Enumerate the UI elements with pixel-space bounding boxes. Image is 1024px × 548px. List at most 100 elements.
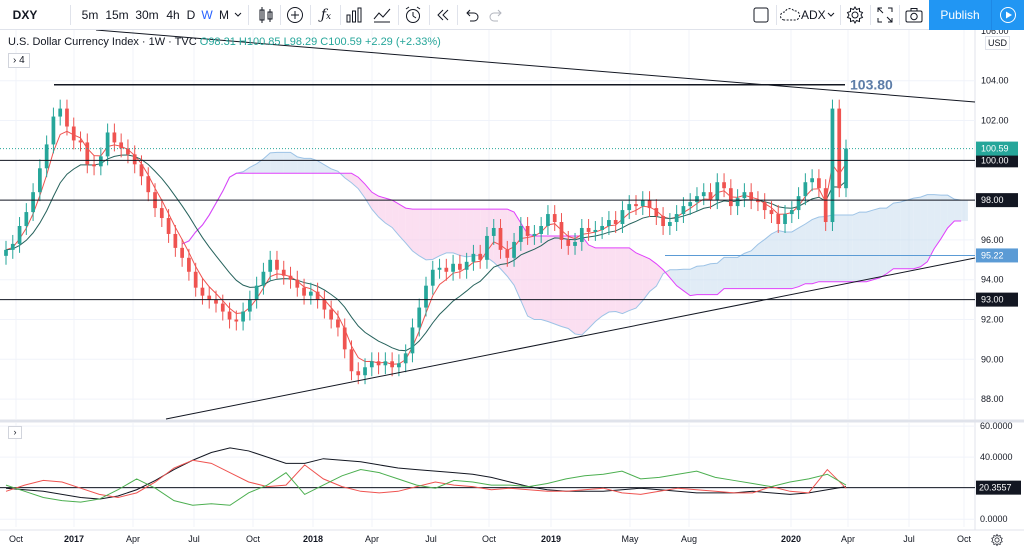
cloud-segment	[405, 208, 413, 251]
indicators-toggle[interactable]: › 4	[8, 53, 30, 68]
candle-body	[376, 361, 381, 366]
cloud-segment	[778, 230, 786, 289]
candle-body	[410, 327, 415, 354]
redo-icon[interactable]	[487, 5, 507, 25]
candle-body	[248, 299, 252, 312]
cloud-segment	[608, 247, 616, 313]
cloud-segment	[886, 203, 894, 274]
candle-body	[10, 243, 15, 250]
toolbar-divider	[840, 5, 841, 25]
plot-background	[0, 30, 975, 547]
adx-series-line	[5, 447, 847, 500]
cloud-segment	[249, 163, 257, 174]
candle-body	[71, 126, 76, 141]
time-tick-label: May	[621, 534, 639, 544]
candle-body	[735, 198, 740, 207]
toolbar-divider	[776, 5, 777, 25]
layout-icon[interactable]	[751, 5, 771, 25]
cloud-icon[interactable]	[779, 5, 801, 25]
interval-30m-button[interactable]: 30m	[135, 8, 159, 22]
resistance-trendline	[95, 30, 976, 103]
chevron-down-icon[interactable]	[825, 5, 837, 25]
legend-open-label: O	[199, 36, 209, 48]
candle-body	[281, 269, 286, 276]
candle-body	[586, 227, 591, 232]
candle-body	[593, 229, 598, 232]
candle-body	[539, 225, 544, 234]
cloud-segment	[649, 258, 657, 292]
interval-W-button[interactable]: W	[201, 8, 213, 22]
cloud-segment	[554, 235, 562, 327]
toolbar-divider	[429, 5, 430, 25]
compare-symbol-label[interactable]: ADX	[801, 8, 826, 22]
chevron-down-icon[interactable]	[232, 5, 244, 25]
replay-icon[interactable]	[433, 5, 453, 25]
candle-body	[491, 227, 496, 236]
cloud-segment	[398, 204, 406, 243]
candle-body	[51, 116, 56, 145]
cloud-segment	[615, 247, 623, 314]
candle-body	[458, 263, 462, 270]
bar-template-icon[interactable]	[344, 5, 364, 25]
camera-icon[interactable]	[904, 5, 924, 25]
settings-icon[interactable]	[845, 5, 865, 25]
currency-label[interactable]: USD	[985, 36, 1011, 50]
candle-body	[708, 192, 713, 201]
interval-5m-button[interactable]: 5m	[81, 8, 99, 22]
interval-4h-button[interactable]: 4h	[166, 8, 180, 22]
settings-icon[interactable]	[990, 533, 1004, 547]
candle-body	[187, 257, 191, 272]
candle-body	[173, 233, 178, 248]
candle-body	[796, 196, 801, 211]
chart-area[interactable]: Oct 2017 Apr Jul Oct 2018 Apr Jul Oct 2019 May Aug 2…	[0, 30, 1024, 548]
legend-high-label: H	[238, 36, 247, 48]
candle-body	[661, 216, 665, 226]
candle-body	[193, 271, 198, 288]
publish-button[interactable]: Publish	[929, 0, 991, 30]
candle-body	[552, 214, 557, 223]
toolbar-divider	[280, 5, 281, 25]
time-tick-label: 2017	[64, 534, 84, 544]
candle-body	[17, 225, 22, 244]
level-badge	[976, 292, 1018, 307]
legend-high: 100.85	[246, 36, 281, 48]
price-tick-label: 96.00	[981, 235, 1004, 245]
support-trendline	[165, 257, 976, 420]
time-tick-label: Oct	[246, 534, 261, 544]
plus-circle-icon[interactable]	[285, 5, 305, 25]
compare-icon[interactable]	[372, 5, 392, 25]
candle-body	[444, 267, 449, 272]
symbol-search-button[interactable]: DXY	[12, 8, 38, 22]
interval-M-button[interactable]: M	[219, 8, 229, 22]
undo-icon[interactable]	[461, 5, 481, 25]
adx-legend-toggle[interactable]: ›	[8, 426, 22, 439]
candle-body	[844, 148, 848, 189]
candle-body	[830, 108, 835, 223]
price-tick-label: 106.00	[981, 30, 1009, 36]
publish-options-button[interactable]	[991, 0, 1024, 30]
fx-icon[interactable]: ƒx	[320, 7, 332, 23]
fullscreen-icon[interactable]	[875, 5, 895, 25]
adx-series-line	[5, 459, 847, 499]
cloud-segment	[276, 152, 284, 174]
candle-body	[485, 235, 489, 260]
candle-body	[119, 142, 124, 149]
cloud-segment	[757, 239, 765, 289]
cloud-segment	[940, 195, 948, 239]
cloud-segment	[290, 152, 298, 174]
indicators-count: 4	[19, 55, 25, 66]
candle-body	[647, 200, 652, 209]
cloud-segment	[879, 208, 887, 278]
cloud-segment	[541, 235, 548, 322]
cloud-segment	[446, 209, 454, 253]
cloud-segment	[602, 247, 609, 317]
candle-body	[261, 271, 266, 286]
cloud-segment	[547, 235, 555, 324]
cloud-segment	[696, 265, 704, 295]
candles-icon[interactable]	[256, 5, 276, 25]
alert-icon[interactable]	[403, 5, 423, 25]
interval-D-button[interactable]: D	[186, 8, 196, 22]
cloud-segment	[906, 198, 914, 269]
cloud-segment	[859, 212, 867, 282]
interval-15m-button[interactable]: 15m	[105, 8, 129, 22]
